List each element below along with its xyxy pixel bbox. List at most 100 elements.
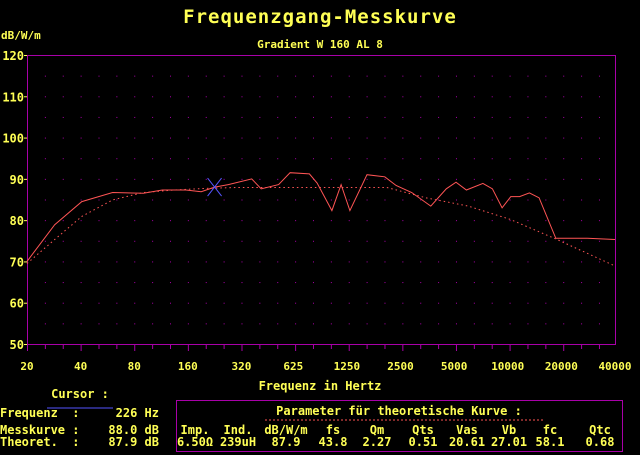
grid-dot xyxy=(420,137,422,139)
grid-dot xyxy=(223,282,225,284)
y-tick-label: 60 xyxy=(10,297,24,311)
y-tick-label: 70 xyxy=(10,255,24,269)
grid-dot xyxy=(527,261,529,263)
grid-dot xyxy=(80,240,82,242)
grid-dot xyxy=(420,75,422,77)
grid-dot xyxy=(348,137,350,139)
grid-dot xyxy=(491,323,493,325)
grid-dot xyxy=(152,323,154,325)
grid-dot xyxy=(187,302,189,304)
grid-dot xyxy=(312,282,314,284)
grid-dot xyxy=(438,302,440,304)
grid-dot xyxy=(205,302,207,304)
grid-dot xyxy=(312,261,314,263)
params-box xyxy=(176,400,623,452)
grid-dot xyxy=(116,96,118,98)
cursor-theoretical-value: 87.9 dB xyxy=(108,435,159,449)
grid-dot xyxy=(295,199,297,201)
grid-dot xyxy=(348,302,350,304)
grid-dot xyxy=(205,178,207,180)
grid-dot xyxy=(223,116,225,118)
grid-dot xyxy=(438,199,440,201)
grid-dot xyxy=(509,302,511,304)
grid-dot xyxy=(134,261,136,263)
grid-dot xyxy=(62,199,64,201)
cursor-marker[interactable] xyxy=(207,177,222,197)
grid-dot xyxy=(509,240,511,242)
param-header: Imp. xyxy=(181,423,210,437)
grid-dot xyxy=(241,75,243,77)
grid-dot xyxy=(62,137,64,139)
grid-dot xyxy=(259,199,261,201)
grid-dot xyxy=(545,158,547,160)
grid-dot xyxy=(44,282,46,284)
grid-dot xyxy=(402,240,404,242)
grid-dot xyxy=(491,96,493,98)
cursor-cross-line xyxy=(207,177,222,197)
grid-dot xyxy=(259,240,261,242)
grid-dot xyxy=(241,220,243,222)
grid-dot xyxy=(420,240,422,242)
grid-dot xyxy=(491,261,493,263)
grid-dot xyxy=(598,323,600,325)
grid-dot xyxy=(259,302,261,304)
grid-dot xyxy=(545,96,547,98)
grid-dot xyxy=(62,323,64,325)
grid-dot xyxy=(134,75,136,77)
grid-dot xyxy=(187,96,189,98)
grid-dot xyxy=(312,75,314,77)
grid-dot xyxy=(491,199,493,201)
cursor-measured-value: 88.0 dB xyxy=(108,423,159,437)
grid-dot xyxy=(187,282,189,284)
grid-dot xyxy=(545,261,547,263)
x-tick-label: 20 xyxy=(20,360,33,373)
grid-dot xyxy=(241,240,243,242)
grid-dot xyxy=(44,96,46,98)
grid-dot xyxy=(277,137,279,139)
grid-dot xyxy=(223,75,225,77)
grid-dot xyxy=(295,302,297,304)
grid-dot xyxy=(80,75,82,77)
grid-dot xyxy=(563,96,565,98)
grid-dot xyxy=(98,158,100,160)
grid-dot xyxy=(134,116,136,118)
grid-dot xyxy=(277,282,279,284)
grid-dot xyxy=(438,261,440,263)
grid-dot xyxy=(134,240,136,242)
grid-dot xyxy=(509,137,511,139)
grid-dot xyxy=(438,323,440,325)
grid-dot xyxy=(116,158,118,160)
x-tick-label: 40000 xyxy=(598,360,631,373)
grid-dot xyxy=(152,282,154,284)
grid-dot xyxy=(205,323,207,325)
grid-dot xyxy=(491,116,493,118)
param-header: Ind. xyxy=(224,423,253,437)
grid-dot xyxy=(169,282,171,284)
grid-dot xyxy=(366,75,368,77)
grid-dot xyxy=(545,302,547,304)
param-value: 6.50Ω xyxy=(177,435,213,449)
grid-dot xyxy=(473,323,475,325)
grid-dot xyxy=(312,220,314,222)
grid-dot xyxy=(402,158,404,160)
grid-dot xyxy=(134,199,136,201)
param-value: 27.01 xyxy=(491,435,527,449)
grid-dot xyxy=(259,220,261,222)
grid-dot xyxy=(384,137,386,139)
grid-dot xyxy=(116,178,118,180)
param-value: 20.61 xyxy=(449,435,485,449)
grid-dot xyxy=(62,261,64,263)
cursor-theoretical-label: Theoret. : xyxy=(0,435,79,449)
param-header: Qts xyxy=(412,423,434,437)
grid-dot xyxy=(152,199,154,201)
grid-dot xyxy=(366,178,368,180)
param-header: fc xyxy=(543,423,557,437)
param-header: Vas xyxy=(456,423,478,437)
grid-dot xyxy=(134,282,136,284)
grid-dot xyxy=(491,178,493,180)
grid-dot xyxy=(455,261,457,263)
grid-dot xyxy=(598,116,600,118)
grid-dot xyxy=(527,220,529,222)
grid-dot xyxy=(134,178,136,180)
grid-dot xyxy=(563,261,565,263)
